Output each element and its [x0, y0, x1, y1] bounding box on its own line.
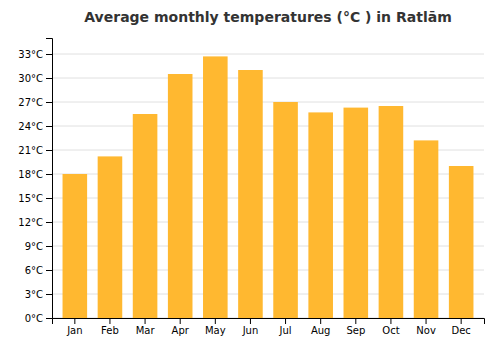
y-tick: 9°C: [25, 241, 52, 252]
y-tick-mark: [46, 78, 52, 79]
x-tick-mark: [461, 318, 462, 324]
y-tick-mark: [46, 174, 52, 175]
x-tick-mark: [250, 318, 251, 324]
y-tick: 33°C: [18, 49, 52, 60]
x-tick: Jul: [279, 318, 292, 336]
x-tick: Nov: [416, 318, 436, 336]
x-tick: Aug: [311, 318, 331, 336]
x-tick-label: Jul: [279, 325, 292, 336]
y-tick: 18°C: [18, 169, 52, 180]
y-tick: 21°C: [18, 145, 52, 156]
y-tick: 27°C: [18, 97, 52, 108]
y-tick: 30°C: [18, 73, 52, 84]
bars: [63, 56, 474, 318]
y-tick-mark: [46, 318, 52, 319]
y-tick-label: 0°C: [25, 313, 43, 324]
bar: [203, 56, 228, 318]
bar: [273, 102, 298, 318]
y-tick-mark: [46, 198, 52, 199]
x-tick-label: Jun: [242, 325, 259, 336]
grid-line: [52, 126, 484, 127]
bar: [449, 166, 474, 318]
y-tick: 15°C: [18, 193, 52, 204]
y-tick-mark: [46, 126, 52, 127]
y-tick-mark: [46, 270, 52, 271]
y-tick: 3°C: [25, 289, 52, 300]
x-axis: Jan Feb Mar Apr May Jun Jul Aug Sep Oct Nov Dec: [53, 318, 485, 336]
bar: [133, 114, 158, 318]
x-tick-mark: [320, 318, 321, 324]
x-tick-label: Jan: [66, 325, 82, 336]
bar: [98, 156, 123, 318]
x-tick-mark: [180, 318, 181, 324]
y-axis-line: [46, 39, 53, 319]
chart: Jan Feb Mar Apr May Jun Jul Aug Sep Oct Nov Dec 0°C 3…: [0, 0, 500, 350]
y-tick-label: 18°C: [18, 169, 43, 180]
grid-line: [52, 102, 484, 103]
x-tick-mark: [390, 318, 391, 324]
x-tick-mark: [74, 318, 75, 324]
x-tick-label: Aug: [311, 325, 331, 336]
x-tick-label: Dec: [451, 325, 470, 336]
plot: Jan Feb Mar Apr May Jun Jul Aug Sep Oct Nov Dec 0°C 3…: [18, 39, 484, 337]
y-tick-label: 33°C: [18, 49, 43, 60]
x-tick-mark: [145, 318, 146, 324]
y-tick-mark: [46, 102, 52, 103]
y-tick-label: 9°C: [25, 241, 43, 252]
y-tick-mark: [46, 246, 52, 247]
x-axis-line: [53, 319, 485, 325]
y-tick: 12°C: [18, 217, 52, 228]
x-tick: Apr: [172, 318, 190, 336]
bar: [168, 74, 193, 318]
y-tick-label: 3°C: [25, 289, 43, 300]
grid: [52, 54, 484, 318]
grid-line: [52, 78, 484, 79]
y-tick-mark: [46, 150, 52, 151]
y-tick: 6°C: [25, 265, 52, 276]
x-tick: Sep: [346, 318, 365, 336]
y-tick-mark: [46, 294, 52, 295]
y-tick: 0°C: [25, 313, 52, 324]
y-tick-mark: [46, 54, 52, 55]
title: Average monthly temperatures (°C ) in Ra…: [84, 9, 451, 25]
y-tick-label: 6°C: [25, 265, 43, 276]
bar: [308, 112, 333, 318]
bar: [414, 140, 439, 318]
x-tick-mark: [285, 318, 286, 324]
x-tick-mark: [426, 318, 427, 324]
x-tick: Feb: [101, 318, 119, 336]
x-tick-label: Mar: [136, 325, 156, 336]
x-tick-mark: [355, 318, 356, 324]
x-tick: Jan: [66, 318, 82, 336]
bar: [238, 70, 263, 318]
x-tick-label: Oct: [382, 325, 399, 336]
bar: [379, 106, 404, 318]
bar: [63, 174, 88, 318]
y-tick-label: 12°C: [18, 217, 43, 228]
y-tick-mark: [46, 222, 52, 223]
bar: [344, 108, 369, 318]
y-tick-label: 24°C: [18, 121, 43, 132]
x-tick: Dec: [451, 318, 470, 336]
x-tick: Oct: [382, 318, 399, 336]
grid-line: [52, 54, 484, 55]
x-tick: Mar: [136, 318, 156, 336]
x-tick-mark: [109, 318, 110, 324]
y-axis: 0°C 3°C 6°C 9°C 12°C 15°C 18°C 21°C 24°C 27°C 30°C…: [18, 39, 52, 324]
y-tick-label: 15°C: [18, 193, 43, 204]
y-tick-label: 21°C: [18, 145, 43, 156]
x-tick: Jun: [242, 318, 259, 336]
y-tick: 24°C: [18, 121, 52, 132]
x-tick-label: Apr: [172, 325, 190, 336]
y-tick-label: 30°C: [18, 73, 43, 84]
x-tick-label: Feb: [101, 325, 119, 336]
x-tick-label: Nov: [416, 325, 436, 336]
x-tick-label: Sep: [346, 325, 365, 336]
x-tick-mark: [215, 318, 216, 324]
x-tick-label: May: [205, 325, 226, 336]
y-tick-label: 27°C: [18, 97, 43, 108]
x-tick: May: [205, 318, 226, 336]
